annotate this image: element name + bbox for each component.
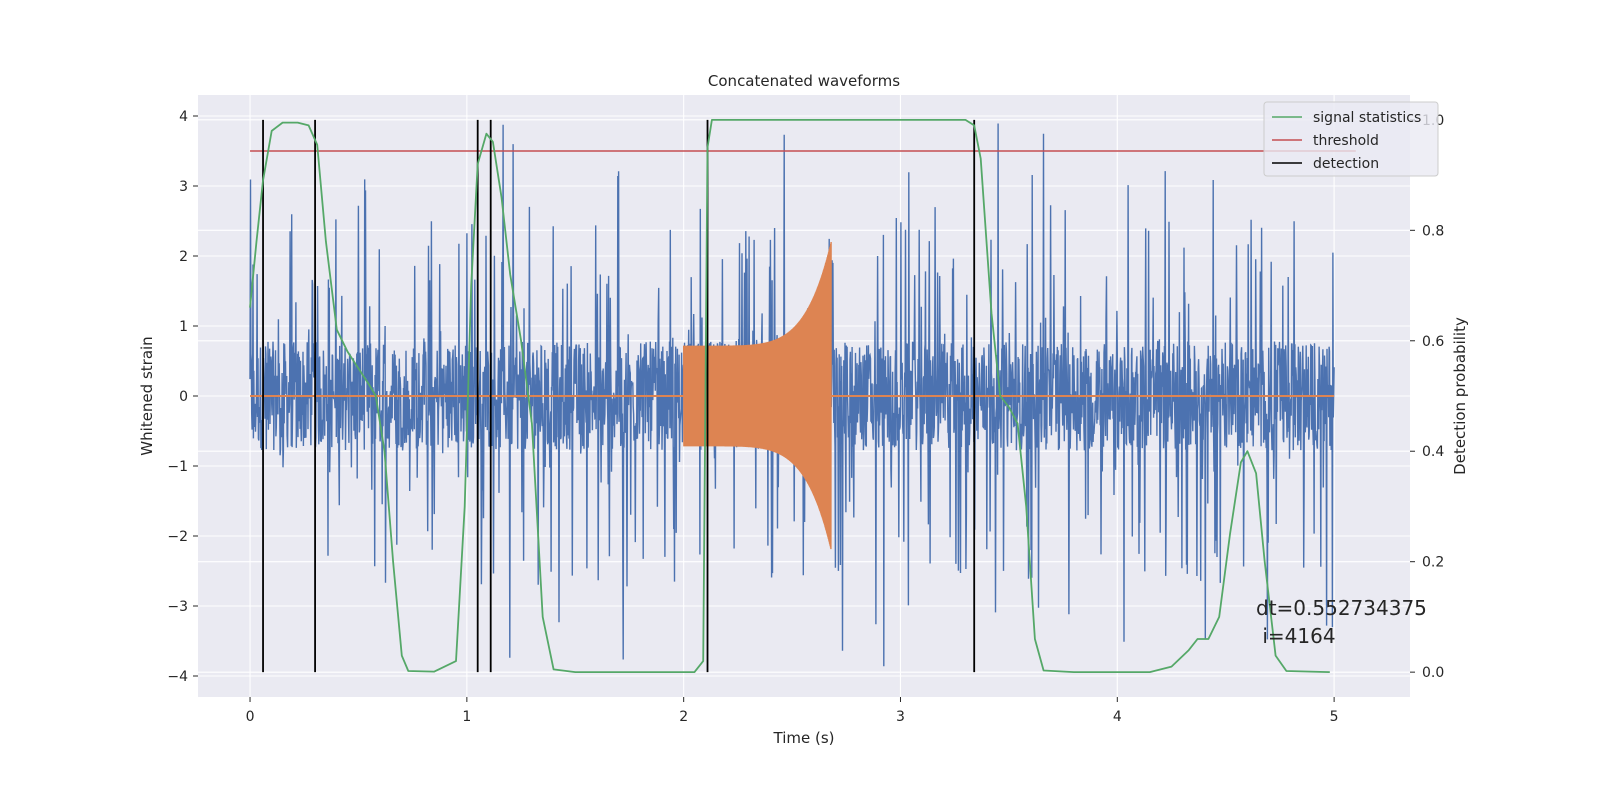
signal-statistics-layer: [249, 119, 1330, 673]
legend-box: [1263, 101, 1439, 177]
y-tick-label: 1: [179, 319, 188, 335]
y-axis-ticks: −4 −3 −2 −1 0 1 2 3 4: [167, 109, 198, 685]
legend: signal statistics threshold detection: [1263, 101, 1439, 177]
y-tick-label: −2: [167, 529, 188, 545]
y2-tick-label: 0.2: [1422, 555, 1444, 571]
annotation-dt: dt=0.552734375: [1256, 596, 1427, 620]
legend-label-detection: detection: [1313, 156, 1379, 172]
y-axis-label: Whitened strain: [138, 336, 156, 455]
x-tick-label: 4: [1113, 709, 1122, 725]
y-tick-label: −4: [167, 669, 188, 685]
annotation-index: i=4164: [1256, 624, 1336, 648]
signal-statistics-line: [249, 119, 1330, 673]
y2-axis-label: Detection probability: [1451, 317, 1469, 475]
chart-title: Concatenated waveforms: [708, 72, 900, 90]
x-axis-label: Time (s): [773, 729, 835, 747]
y-tick-label: 0: [179, 389, 188, 405]
x-axis-ticks: 0 1 2 3 4 5: [246, 697, 1339, 725]
y-tick-label: −3: [167, 599, 188, 615]
x-tick-label: 0: [246, 709, 255, 725]
legend-label-signal-statistics: signal statistics: [1313, 110, 1421, 126]
y2-tick-label: 0.8: [1422, 223, 1444, 239]
legend-label-threshold: threshold: [1313, 133, 1379, 149]
x-tick-label: 2: [679, 709, 688, 725]
y-tick-label: 2: [179, 249, 188, 265]
x-tick-label: 3: [896, 709, 905, 725]
y-tick-label: 3: [179, 179, 188, 195]
y-tick-label: −1: [167, 459, 188, 475]
x-tick-label: 5: [1330, 709, 1339, 725]
y2-tick-label: 0.4: [1422, 444, 1444, 460]
y-tick-label: 4: [179, 109, 188, 125]
y2-tick-label: 0.0: [1422, 665, 1444, 681]
x-tick-label: 1: [462, 709, 471, 725]
y2-tick-label: 0.6: [1422, 334, 1444, 350]
